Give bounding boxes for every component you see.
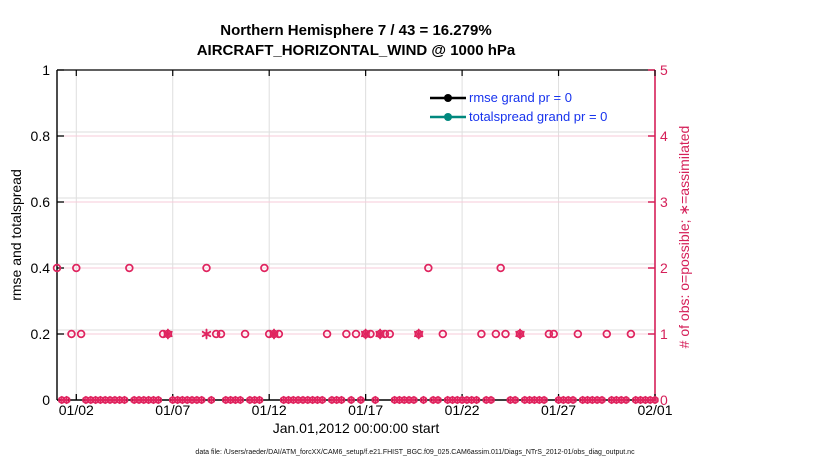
assimilated-obs-marker [63,395,71,405]
possible-obs-marker [496,263,505,273]
possible-obs-marker [602,329,612,339]
title-line1: Northern Hemisphere 7 / 43 = 16.279% [220,22,492,39]
possible-obs-marker [216,329,226,339]
x-axis-tick-label: 01/22 [444,402,480,418]
possible-obs-marker [202,263,211,273]
assimilated-obs-marker [236,395,244,405]
possible-obs-marker [351,329,361,339]
possible-obs-marker [424,263,433,273]
assimilated-obs-marker [360,328,371,340]
possible-obs-marker [544,329,554,339]
assimilated-obs-marker [337,395,346,405]
right-axis-tick-label: 3 [660,194,668,210]
assimilated-obs-marker [472,395,481,405]
assimilated-obs-marker [375,328,385,340]
legend-label-totalspread: totalspread grand pr = 0 [469,109,608,124]
left-axis-tick-label: 0.2 [30,326,50,342]
left-axis-tick-label: 0.4 [30,260,50,276]
possible-obs-marker [67,329,76,339]
assimilated-obs-marker [357,395,365,405]
left-axis-tick-label: 0.8 [30,128,50,144]
assimilated-obs-marker [622,395,630,405]
x-axis-tick-label: 01/17 [348,402,384,418]
x-axis-tick-label: 01/27 [541,402,577,418]
assimilated-obs-marker [318,395,326,405]
left-axis-tick-label: 0 [42,392,50,408]
possible-obs-marker [72,263,81,273]
possible-obs-marker [438,329,448,339]
possible-obs-marker [385,329,395,339]
possible-obs-marker [322,329,332,339]
x-axis-label: Jan.01,2012 00:00:00 start [272,420,440,436]
assimilated-obs-marker [347,395,355,405]
assimilated-obs-marker [255,395,264,405]
assimilated-obs-marker [371,395,379,405]
x-axis-tick-label: 01/02 [58,402,94,418]
possible-obs-marker [52,263,62,273]
possible-obs-marker [125,263,134,273]
assimilated-obs-marker [515,328,525,340]
assimilated-obs-marker [163,328,173,340]
legend-label-rmse: rmse grand pr = 0 [469,90,572,105]
assimilated-obs-marker [569,395,577,405]
possible-obs-marker [342,329,351,339]
possible-obs-marker [491,329,501,339]
possible-obs-marker [501,329,510,339]
x-axis-tick-label: 01/12 [251,402,287,418]
possible-obs-marker [211,329,221,339]
totalspread-line-marker-icon [430,112,466,121]
right-axis-tick-label: 2 [660,260,668,276]
assimilated-obs-marker [487,395,495,405]
x-axis-tick-label: 02/01 [637,402,673,418]
legend-item-totalspread: totalspread grand pr = 0 [429,107,607,126]
possible-obs-marker [76,329,86,339]
data-file-path: data file: /Users/raeder/DAI/ATM_forcXX/… [195,449,635,456]
assimilated-obs-marker [651,395,659,405]
assimilated-obs-marker [198,395,206,405]
chart-title: Northern Hemisphere 7 / 43 = 16.279% AIR… [57,21,655,61]
rmse-line-marker-icon [430,93,466,102]
assimilated-obs-marker [540,395,548,405]
right-axis-tick-label: 5 [660,62,668,78]
assimilated-obs-marker [419,395,428,405]
possible-obs-marker [573,329,583,339]
assimilated-obs-marker [410,395,418,405]
right-axis-tick-label: 0 [660,392,668,408]
possible-obs-marker [240,329,250,339]
right-axis-tick-label: 4 [660,128,668,144]
right-axis-label: # of obs: o=possible; ∗=assimilated [676,125,692,349]
assimilated-obs-marker [207,395,215,405]
assimilated-obs-marker [511,395,519,405]
legend-item-rmse: rmse grand pr = 0 [429,88,607,107]
possible-obs-marker [260,263,269,273]
legend: rmse grand pr = 0 totalspread grand pr =… [429,88,607,126]
left-axis-label: rmse and totalspread [8,169,24,301]
right-axis-tick-label: 1 [660,326,668,342]
assimilated-obs-marker [201,328,212,340]
left-axis-tick-label: 0.6 [30,194,50,210]
assimilated-obs-marker [598,395,606,405]
left-axis-tick-label: 1 [42,62,50,78]
possible-obs-marker [549,329,558,339]
possible-obs-marker [626,329,636,339]
assimilated-obs-marker [434,395,442,405]
x-axis-tick-label: 01/07 [155,402,191,418]
assimilated-obs-marker [269,328,279,340]
possible-obs-marker [477,329,486,339]
assimilated-obs-marker [154,395,162,405]
title-line2: AIRCRAFT_HORIZONTAL_WIND @ 1000 hPa [196,42,516,59]
assimilated-obs-marker [413,328,424,340]
assimilated-obs-marker [120,395,129,405]
